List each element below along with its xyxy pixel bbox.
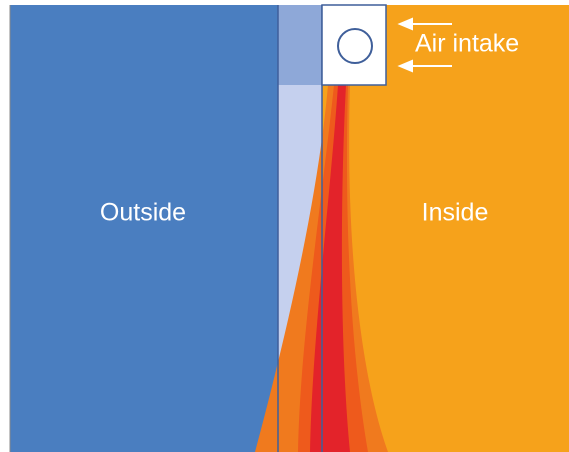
flame-core	[310, 85, 350, 452]
arrows	[397, 17, 452, 73]
inside-label: Inside	[422, 199, 489, 227]
intake-box	[321, 4, 387, 86]
wall-top	[278, 5, 322, 85]
intake-circle	[337, 28, 373, 64]
outside-label: Outside	[100, 199, 186, 227]
air-intake-label: Air intake	[415, 30, 519, 58]
outside-region	[10, 5, 278, 452]
